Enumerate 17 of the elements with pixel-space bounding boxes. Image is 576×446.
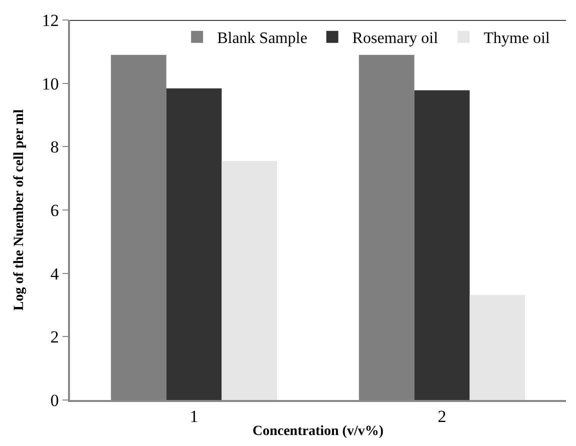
x-axis-title: Concentration (v/v%) <box>252 424 384 439</box>
y-axis-title: Log of the Nuember of cell per ml <box>12 109 27 311</box>
bar <box>222 160 278 400</box>
y-tick-label: 4 <box>50 264 60 284</box>
legend-label: Rosemary oil <box>352 30 439 48</box>
y-tick-label: 2 <box>50 328 59 347</box>
bar <box>166 88 222 400</box>
y-tick-label: 12 <box>42 10 59 30</box>
legend-label: Blank Sample <box>217 30 308 48</box>
bar <box>470 294 526 400</box>
bar <box>414 90 470 400</box>
y-tick-label: 0 <box>50 390 59 410</box>
y-tick-label: 10 <box>42 74 59 94</box>
y-tick-label: 6 <box>50 200 59 220</box>
x-tick-label: 1 <box>190 407 198 426</box>
legend-label: Thyme oil <box>484 30 550 48</box>
y-tick-label: 8 <box>50 138 59 157</box>
